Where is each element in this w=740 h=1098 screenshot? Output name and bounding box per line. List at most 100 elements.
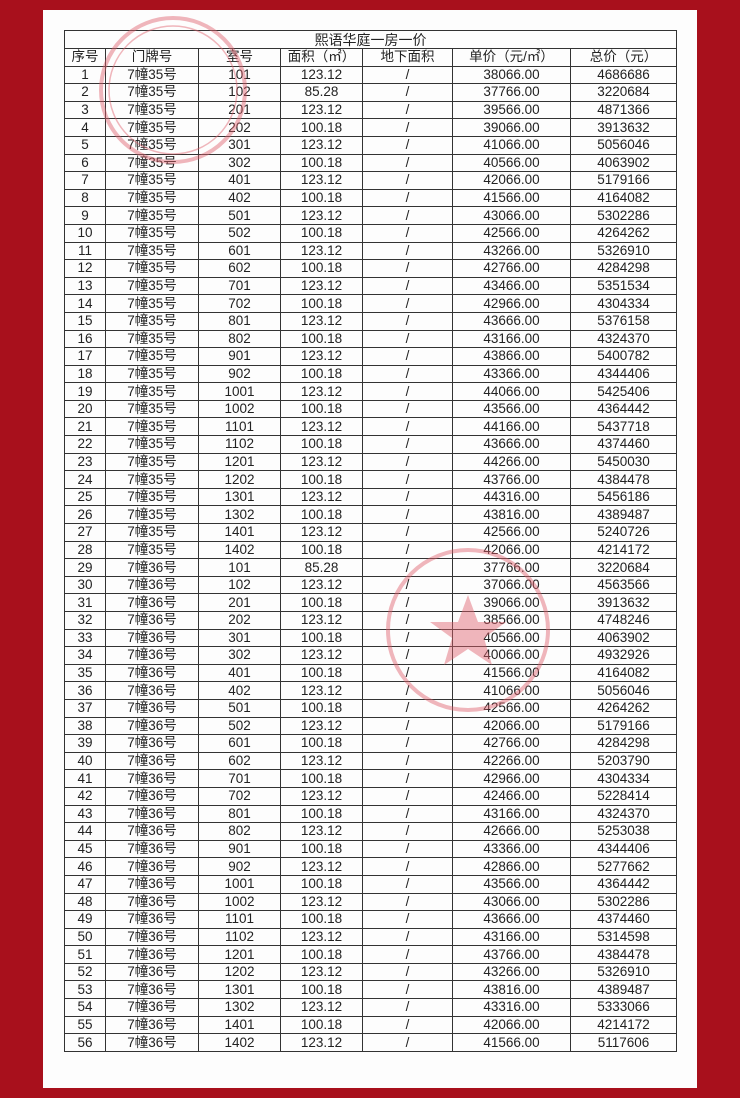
unit-price: 43266.00 [452, 962, 571, 982]
total-price: 5326910 [569, 241, 678, 261]
unit-price: 42066.00 [452, 540, 571, 560]
basement-area: / [362, 611, 453, 630]
room-number: 1001 [198, 874, 281, 894]
room-number: 702 [198, 294, 281, 313]
basement-area: / [362, 452, 453, 472]
room-number: 402 [198, 188, 281, 208]
unit-price: 42066.00 [452, 716, 571, 736]
room-number: 802 [198, 822, 281, 841]
basement-area: / [362, 1015, 453, 1035]
area: 123.12 [280, 716, 363, 736]
total-price: 4344406 [569, 364, 678, 384]
area: 100.18 [280, 118, 363, 137]
table-row: 30 7幢36号 102 123.12/37066.00 4563566 [64, 575, 678, 595]
table-row: 52 7幢36号 1202 123.12/43266.00 5326910 [64, 962, 678, 982]
building-number: 7幢36号 [105, 998, 199, 1017]
building-number: 7幢35号 [105, 206, 199, 225]
building-number: 7幢36号 [105, 945, 199, 964]
room-number: 401 [198, 663, 281, 683]
table-row: 20 7幢35号 1002 100.18/43566.00 4364442 [64, 399, 678, 419]
basement-area: / [362, 698, 453, 718]
room-number: 602 [198, 751, 281, 771]
building-number: 7幢36号 [105, 910, 199, 929]
building-number: 7幢36号 [105, 663, 199, 683]
area: 100.18 [280, 294, 363, 313]
table-row: 4 7幢35号 202 100.18/39066.00 3913632 [64, 118, 678, 137]
room-number: 1101 [198, 910, 281, 929]
area: 100.18 [280, 188, 363, 208]
row-index: 20 [64, 399, 106, 419]
area: 100.18 [280, 945, 363, 964]
table-row: 24 7幢35号 1202 100.18/43766.00 4384478 [64, 470, 678, 489]
table-row: 6 7幢35号 302 100.18/40566.00 4063902 [64, 153, 678, 173]
building-number: 7幢35号 [105, 540, 199, 560]
total-price: 4364442 [569, 399, 678, 419]
area: 123.12 [280, 347, 363, 366]
building-number: 7幢35号 [105, 135, 199, 155]
building-number: 7幢36号 [105, 786, 199, 806]
building-number: 7幢35号 [105, 487, 199, 507]
table-row: 43 7幢36号 801 100.18/43166.00 4324370 [64, 804, 678, 824]
table-row: 46 7幢36号 902 123.12/42866.00 5277662 [64, 857, 678, 876]
unit-price: 43566.00 [452, 874, 571, 894]
room-number: 801 [198, 311, 281, 331]
total-price: 4344406 [569, 839, 678, 859]
unit-price: 43316.00 [452, 998, 571, 1017]
unit-price: 37766.00 [452, 558, 571, 577]
area: 100.18 [280, 399, 363, 419]
row-index: 2 [64, 83, 106, 102]
area: 123.12 [280, 523, 363, 542]
room-number: 502 [198, 223, 281, 243]
total-price: 4324370 [569, 329, 678, 349]
table-row: 49 7幢36号 1101 100.18/43666.00 4374460 [64, 910, 678, 929]
table-row: 27 7幢35号 1401 123.12/42566.00 5240726 [64, 523, 678, 542]
table-row: 32 7幢36号 202 123.12/38566.00 4748246 [64, 611, 678, 630]
room-number: 1001 [198, 382, 281, 401]
row-index: 29 [64, 558, 106, 577]
room-number: 501 [198, 698, 281, 718]
total-price: 4374460 [569, 435, 678, 454]
room-number: 1002 [198, 892, 281, 912]
area: 100.18 [280, 698, 363, 718]
room-number: 702 [198, 786, 281, 806]
basement-area: / [362, 646, 453, 665]
area: 123.12 [280, 276, 363, 296]
area: 85.28 [280, 558, 363, 577]
total-price: 4284298 [569, 734, 678, 753]
room-number: 502 [198, 716, 281, 736]
building-number: 7幢35号 [105, 188, 199, 208]
header-room: 室号 [198, 48, 281, 67]
table-row: 19 7幢35号 1001 123.12/44066.00 5425406 [64, 382, 678, 401]
building-number: 7幢36号 [105, 822, 199, 841]
unit-price: 44166.00 [452, 417, 571, 437]
row-index: 16 [64, 329, 106, 349]
row-index: 22 [64, 435, 106, 454]
building-number: 7幢35号 [105, 505, 199, 525]
room-number: 1002 [198, 399, 281, 419]
row-index: 33 [64, 628, 106, 648]
building-number: 7幢36号 [105, 892, 199, 912]
area: 123.12 [280, 786, 363, 806]
table-row: 13 7幢35号 701 123.12/43466.00 5351534 [64, 276, 678, 296]
row-index: 27 [64, 523, 106, 542]
table-row: 25 7幢35号 1301 123.12/44316.00 5456186 [64, 487, 678, 507]
table-row: 16 7幢35号 802 100.18/43166.00 4324370 [64, 329, 678, 349]
area: 123.12 [280, 575, 363, 595]
room-number: 1302 [198, 505, 281, 525]
building-number: 7幢36号 [105, 927, 199, 947]
unit-price: 43066.00 [452, 206, 571, 225]
row-index: 5 [64, 135, 106, 155]
basement-area: / [362, 822, 453, 841]
room-number: 301 [198, 628, 281, 648]
area: 100.18 [280, 874, 363, 894]
area: 123.12 [280, 171, 363, 190]
unit-price: 41566.00 [452, 1033, 571, 1052]
header-index: 序号 [64, 48, 106, 67]
total-price: 3220684 [569, 83, 678, 102]
unit-price: 43466.00 [452, 276, 571, 296]
table-row: 11 7幢35号 601 123.12/43266.00 5326910 [64, 241, 678, 261]
building-number: 7幢36号 [105, 751, 199, 771]
total-price: 5253038 [569, 822, 678, 841]
room-number: 101 [198, 558, 281, 577]
unit-price: 40566.00 [452, 628, 571, 648]
